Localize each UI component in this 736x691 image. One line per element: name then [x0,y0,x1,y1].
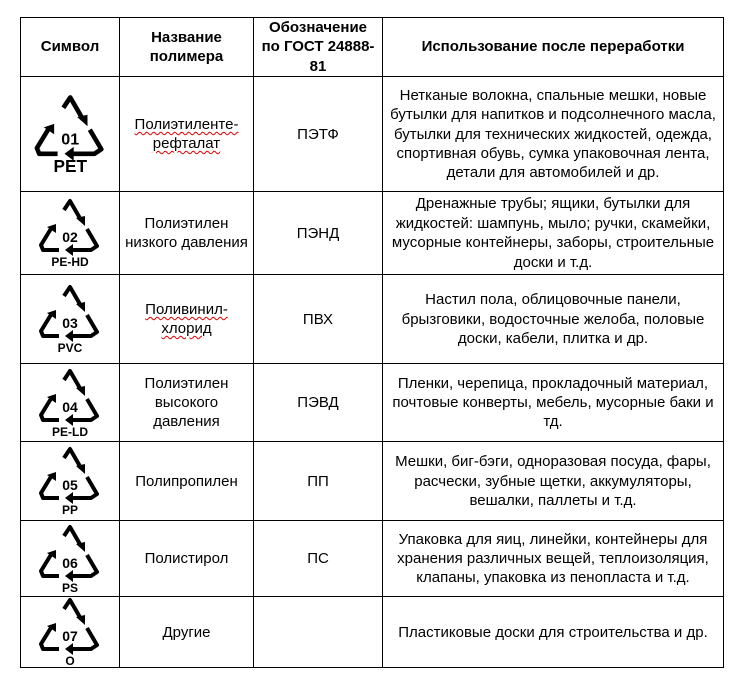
header-row: Символ Название полимера Обозначение по … [20,16,724,78]
svg-text:06: 06 [62,555,78,571]
svg-text:02: 02 [62,229,78,245]
polymer-name: Полипропилен [135,472,238,490]
plastics-table: Символ Название полимера Обозначение по … [20,16,724,669]
svg-text:01: 01 [61,131,79,149]
polymer-name: Полиэтилен высокого давления [144,374,229,431]
usage-cell: Дренажные трубы; ящики, бутылки для жидк… [382,191,724,276]
recycling-symbol-icon: 06 PS [39,524,99,594]
svg-text:PS: PS [62,581,78,594]
usage-cell: Настил пола, облицовочные панели, брызго… [382,274,724,365]
gost-cell: ПС [253,520,383,598]
polymer-name-cell: Другие [119,596,254,669]
recycling-symbol-icon: 05 PP [39,447,99,516]
svg-text:PET: PET [53,156,87,174]
table-row: 07 O Другие Пластиковые доски для строит… [20,596,724,669]
recycling-symbol-icon: 03 PVC [39,285,99,354]
polymer-name: Поливинил-хлорид [145,300,228,338]
gost-cell [253,596,383,669]
recycling-symbol-icon: 04 PE-LD [39,368,99,438]
polymer-name: Полиэтилен низкого давления [125,214,248,252]
polymer-name-cell: Полиэтилен низкого давления [119,191,254,276]
symbol-cell: 07 O [20,596,120,669]
recycling-symbol-icon: 01 PET [34,95,104,174]
table-row: 05 PP Полипропилен ПП Мешки, биг-бэги, о… [20,441,724,522]
symbol-cell: 04 PE-LD [20,363,120,443]
gost-cell: ПЭНД [253,191,383,276]
symbol-cell: 03 PVC [20,274,120,365]
table-row: 03 PVC Поливинил-хлорид ПВХ Настил пола,… [20,274,724,365]
symbol-cell: 01 PET [20,76,120,193]
recycling-symbol-icon: 07 O [39,598,99,667]
usage-cell: Пленки, черепица, прокладочный материал,… [382,363,724,443]
svg-text:PP: PP [62,503,78,516]
table-row: 02 PE-HD Полиэтилен низкого давления ПЭН… [20,191,724,276]
svg-text:07: 07 [62,628,78,644]
svg-text:04: 04 [62,399,78,415]
symbol-cell: 06 PS [20,520,120,598]
svg-text:03: 03 [62,315,78,331]
polymer-name: Полиэтиленте-рефталат [134,115,239,153]
svg-text:PE-HD: PE-HD [51,255,89,268]
table-row: 01 PET Полиэтиленте-рефталат ПЭТФ Неткан… [20,76,724,193]
polymer-name: Полистирол [144,550,229,568]
symbol-cell: 02 PE-HD [20,191,120,276]
gost-cell: ПЭВД [253,363,383,443]
polymer-name-cell: Поливинил-хлорид [119,274,254,365]
usage-cell: Упаковка для яиц, линейки, контейнеры дл… [382,520,724,598]
header-name: Название полимера [119,16,254,78]
gost-cell: ПП [253,441,383,522]
gost-cell: ПЭТФ [253,76,383,193]
recycling-symbol-icon: 02 PE-HD [39,199,99,268]
usage-cell: Пластиковые доски для строительства и др… [382,596,724,669]
svg-text:PE-LD: PE-LD [52,425,88,438]
header-gost: Обозначение по ГОСТ 24888-81 [253,16,383,78]
table-row: 06 PS Полистирол ПС Упаковка для яиц, ли… [20,520,724,598]
polymer-name-cell: Полиэтиленте-рефталат [119,76,254,193]
polymer-name: Другие [162,623,211,641]
header-symbol: Символ [20,16,120,78]
svg-text:O: O [65,654,74,667]
polymer-name-cell: Полипропилен [119,441,254,522]
svg-text:PVC: PVC [58,341,83,354]
symbol-cell: 05 PP [20,441,120,522]
gost-cell: ПВХ [253,274,383,365]
usage-cell: Мешки, биг-бэги, одноразовая посуда, фар… [382,441,724,522]
polymer-name-cell: Полиэтилен высокого давления [119,363,254,443]
svg-text:05: 05 [62,477,78,493]
usage-cell: Нетканые волокна, спальные мешки, новые … [382,76,724,193]
header-usage: Использование после переработки [382,16,724,78]
table-row: 04 PE-LD Полиэтилен высокого давления ПЭ… [20,363,724,443]
polymer-name-cell: Полистирол [119,520,254,598]
